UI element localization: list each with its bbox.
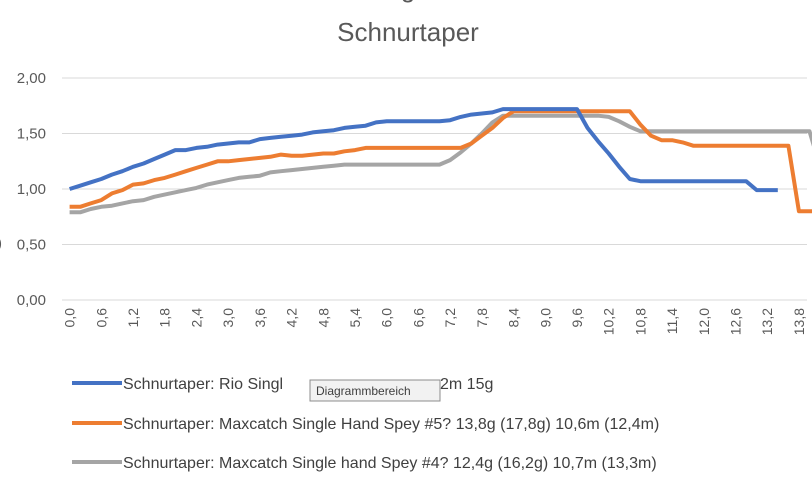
legend-label-rio-tail: 2m 15g <box>440 376 493 393</box>
x-tick-label: 10,2 <box>601 308 617 335</box>
x-tick-label: 1,8 <box>157 308 173 328</box>
x-tick-label: 6,0 <box>379 308 395 328</box>
x-tick-label: 9,0 <box>537 308 553 328</box>
y-axis-partial-glyph: ) <box>0 235 2 252</box>
y-tick-label: 0,00 <box>17 292 46 309</box>
plot-area[interactable] <box>69 107 812 215</box>
legend-label-rio: Schnurtaper: Rio Singl <box>123 376 283 393</box>
x-tick-label: 4,2 <box>284 308 300 328</box>
x-tick-label: 4,8 <box>315 308 331 328</box>
gridlines <box>62 77 807 301</box>
x-tick-label: 8,4 <box>506 308 522 328</box>
series-line-maxcatch-4[interactable] <box>69 113 812 215</box>
x-tick-label: 3,0 <box>220 308 236 328</box>
x-tick-label: 13,8 <box>791 308 807 335</box>
x-tick-label: 13,2 <box>759 308 775 335</box>
x-tick-label: 10,8 <box>632 308 648 335</box>
x-tick-label: 9,6 <box>569 308 585 328</box>
legend[interactable]: Schnurtaper: Rio Singl 2m 15g Schnurtape… <box>72 376 659 472</box>
x-tick-label: 3,6 <box>252 308 268 328</box>
x-tick-label: 12,0 <box>696 308 712 335</box>
x-tick-label: 0,0 <box>62 308 78 328</box>
x-tick-label: 2,4 <box>188 308 204 328</box>
chart-title-partial: g <box>401 0 415 3</box>
tooltip-label: Diagrammbereich <box>316 384 411 398</box>
x-tick-label: 0,6 <box>93 308 109 328</box>
x-tick-label: 12,6 <box>728 308 744 335</box>
y-tick-label: 1,00 <box>17 181 46 198</box>
x-tick-label: 5,4 <box>347 308 363 328</box>
series-line-rio[interactable] <box>69 107 778 193</box>
legend-label-maxcatch-5: Schnurtaper: Maxcatch Single Hand Spey #… <box>123 416 659 433</box>
chart-title: Schnurtaper <box>337 17 479 47</box>
chart-area-tooltip: Diagrammbereich <box>309 379 441 402</box>
legend-label-maxcatch-4: Schnurtaper: Maxcatch Single hand Spey #… <box>123 455 657 472</box>
y-tick-label: 0,50 <box>17 237 46 254</box>
x-tick-label: 7,8 <box>474 308 490 328</box>
x-tick-label: 1,2 <box>125 308 141 328</box>
y-axis-ticks: 0,00 0,50 1,00 1,50 2,00 <box>17 70 46 309</box>
series-line-maxcatch-5[interactable] <box>69 109 812 214</box>
y-tick-label: 1,50 <box>17 126 46 143</box>
x-tick-label: 7,2 <box>442 308 458 328</box>
y-tick-label: 2,00 <box>17 70 46 87</box>
x-tick-label: 6,6 <box>410 308 426 328</box>
x-axis-ticks: 0,0 0,6 1,2 1,8 2,4 3,0 3,6 4,2 4,8 5,4 6,0 6,6 7,2 7… <box>62 308 807 335</box>
x-tick-label: 11,4 <box>664 308 680 334</box>
